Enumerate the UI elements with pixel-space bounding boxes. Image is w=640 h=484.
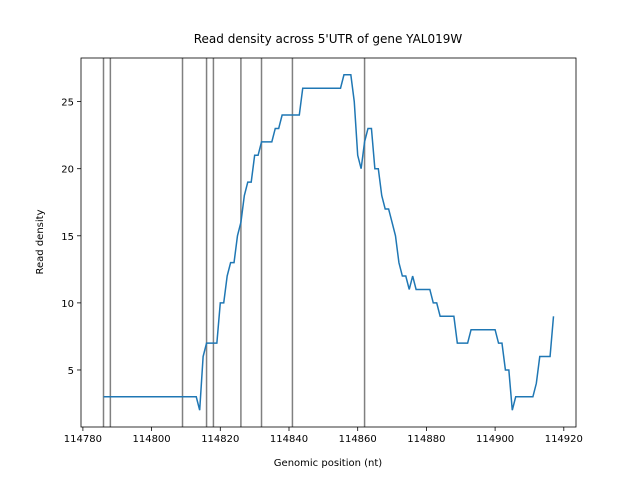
plot-frame bbox=[80, 57, 577, 428]
y-tick-label: 15 bbox=[61, 232, 74, 243]
y-tick-label: 10 bbox=[61, 299, 74, 310]
x-tick-label: 114880 bbox=[407, 434, 445, 445]
x-tick-label: 114900 bbox=[476, 434, 514, 445]
x-tick-label: 114920 bbox=[545, 434, 583, 445]
x-tick-label: 114780 bbox=[64, 434, 102, 445]
y-tick-label: 20 bbox=[61, 165, 74, 176]
x-tick-label: 114820 bbox=[201, 434, 239, 445]
y-tick-label: 5 bbox=[68, 366, 74, 377]
data-line bbox=[103, 74, 555, 411]
y-axis-label: Read density bbox=[35, 209, 46, 274]
y-tick-label: 25 bbox=[61, 98, 74, 109]
x-tick-label: 114800 bbox=[132, 434, 170, 445]
x-tick-label: 114860 bbox=[339, 434, 377, 445]
x-tick-label: 114840 bbox=[270, 434, 308, 445]
chart-title: Read density across 5'UTR of gene YAL019… bbox=[194, 32, 463, 46]
x-axis-label: Genomic position (nt) bbox=[274, 458, 383, 469]
